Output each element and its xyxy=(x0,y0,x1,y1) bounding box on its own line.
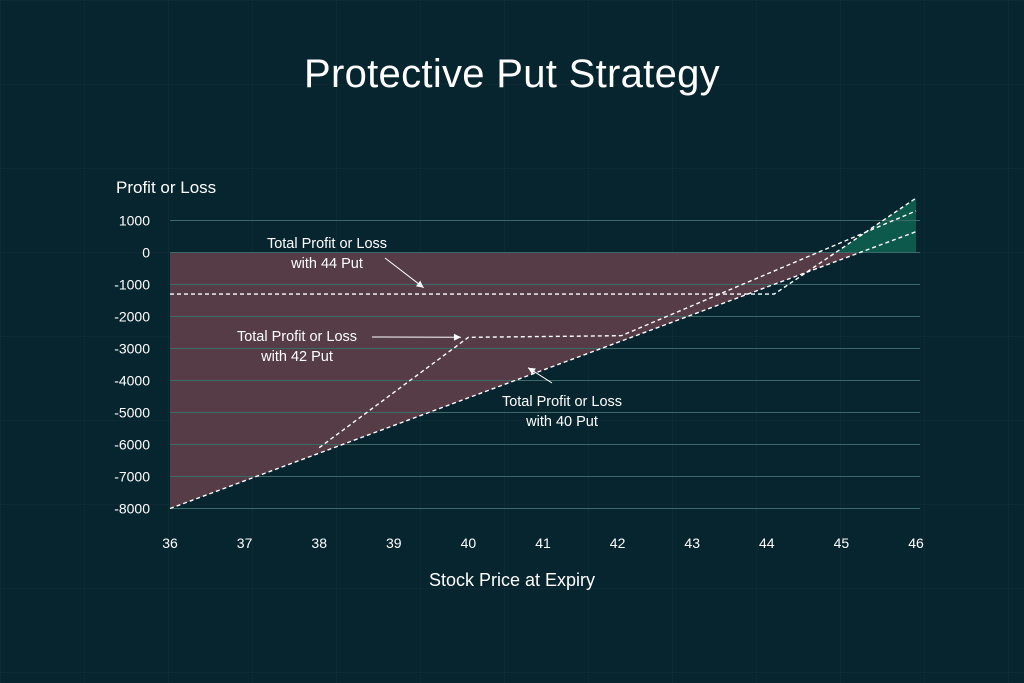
annotation-label: with 42 Put xyxy=(260,349,333,365)
series-line-42-put xyxy=(318,210,917,449)
chart-title: Protective Put Strategy xyxy=(304,52,720,96)
x-tick-label: 36 xyxy=(162,535,178,551)
profit-region xyxy=(835,198,916,253)
x-tick-label: 44 xyxy=(759,535,775,551)
annotation-arrowhead xyxy=(453,333,461,341)
x-tick-label: 45 xyxy=(834,535,850,551)
y-tick-label: 0 xyxy=(142,245,150,261)
series-line-44-put xyxy=(170,197,917,295)
annotation-label: Total Profit or Loss xyxy=(502,394,622,410)
x-tick-label: 41 xyxy=(535,535,551,551)
y-tick-label: -2000 xyxy=(114,309,150,325)
x-tick-label: 42 xyxy=(610,535,626,551)
y-tick-label: -7000 xyxy=(114,469,150,485)
annotation-label: Total Profit or Loss xyxy=(237,329,357,345)
x-tick-label: 37 xyxy=(237,535,253,551)
y-axis-label: Profit or Loss xyxy=(116,178,217,197)
annotation-arrowhead xyxy=(528,367,536,375)
y-tick-label: -1000 xyxy=(114,277,150,293)
y-tick-label: -5000 xyxy=(114,405,150,421)
annotation-label: Total Profit or Loss xyxy=(267,236,387,252)
y-tick-label: -8000 xyxy=(114,501,150,517)
y-tick-label: -3000 xyxy=(114,341,150,357)
y-tick-label: 1000 xyxy=(119,213,150,229)
annotation-arrowhead xyxy=(415,280,424,288)
x-tick-label: 38 xyxy=(311,535,327,551)
x-tick-label: 46 xyxy=(908,535,924,551)
y-tick-label: -4000 xyxy=(114,373,150,389)
x-tick-label: 39 xyxy=(386,535,402,551)
y-tick-label: -6000 xyxy=(114,437,150,453)
x-axis-label: Stock Price at Expiry xyxy=(428,570,596,590)
annotation-label: with 40 Put xyxy=(525,414,598,430)
annotation-label: with 44 Put xyxy=(290,256,363,272)
x-tick-label: 40 xyxy=(461,535,477,551)
x-tick-label: 43 xyxy=(684,535,700,551)
annotation-arrow xyxy=(384,257,424,289)
